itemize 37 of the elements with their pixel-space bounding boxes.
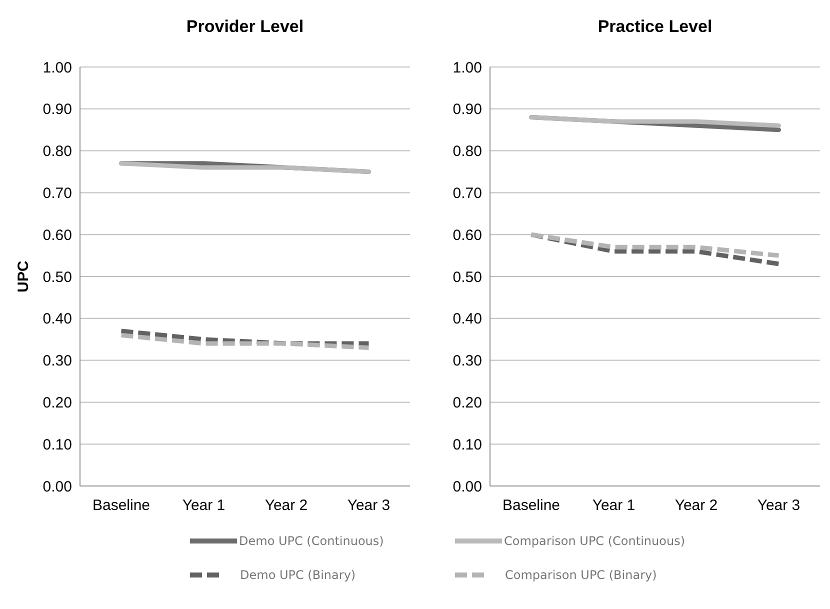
y-tick-label: 0.20 bbox=[452, 394, 482, 412]
legend-label: Demo UPC (Binary) bbox=[240, 568, 356, 582]
legend-label: Comparison UPC (Continuous) bbox=[504, 534, 686, 548]
x-tick-label: Baseline bbox=[92, 497, 150, 514]
legend-label: Demo UPC (Continuous) bbox=[239, 534, 384, 548]
y-tick-label: 0.50 bbox=[42, 268, 72, 286]
y-tick-label: 0.10 bbox=[42, 436, 72, 454]
x-tick-label: Year 2 bbox=[264, 497, 308, 514]
x-tick-label: Year 3 bbox=[347, 497, 390, 514]
y-tick-label: 0.90 bbox=[452, 101, 482, 118]
y-tick-label: 0.70 bbox=[452, 184, 482, 202]
y-tick-label: 0.90 bbox=[42, 101, 72, 118]
x-tick-label: Year 2 bbox=[674, 497, 718, 514]
chart-title: Practice Level bbox=[598, 17, 712, 36]
y-tick-label: 0.30 bbox=[452, 352, 482, 370]
y-axis-title: UPC bbox=[15, 260, 32, 292]
y-tick-label: 0.80 bbox=[42, 143, 72, 160]
y-tick-label: 0.00 bbox=[42, 478, 72, 496]
y-tick-label: 1.00 bbox=[452, 59, 482, 76]
y-tick-label: 0.50 bbox=[452, 268, 482, 286]
y-tick-label: 0.60 bbox=[452, 226, 482, 244]
y-tick-label: 1.00 bbox=[42, 59, 72, 76]
chart-title: Provider Level bbox=[186, 17, 304, 36]
legend-label: Comparison UPC (Binary) bbox=[505, 568, 657, 582]
y-tick-label: 0.60 bbox=[42, 226, 72, 244]
y-tick-label: 0.20 bbox=[42, 394, 72, 412]
x-tick-label: Year 1 bbox=[182, 497, 226, 514]
x-tick-label: Baseline bbox=[502, 497, 560, 514]
y-tick-label: 0.30 bbox=[42, 352, 72, 370]
x-tick-label: Year 1 bbox=[592, 497, 636, 514]
x-tick-label: Year 3 bbox=[757, 497, 800, 514]
y-tick-label: 0.40 bbox=[452, 310, 482, 328]
y-tick-label: 0.80 bbox=[452, 143, 482, 160]
y-tick-label: 0.10 bbox=[452, 436, 482, 454]
y-tick-label: 0.40 bbox=[42, 310, 72, 328]
y-tick-label: 0.70 bbox=[42, 184, 72, 202]
y-tick-label: 0.00 bbox=[452, 478, 482, 496]
